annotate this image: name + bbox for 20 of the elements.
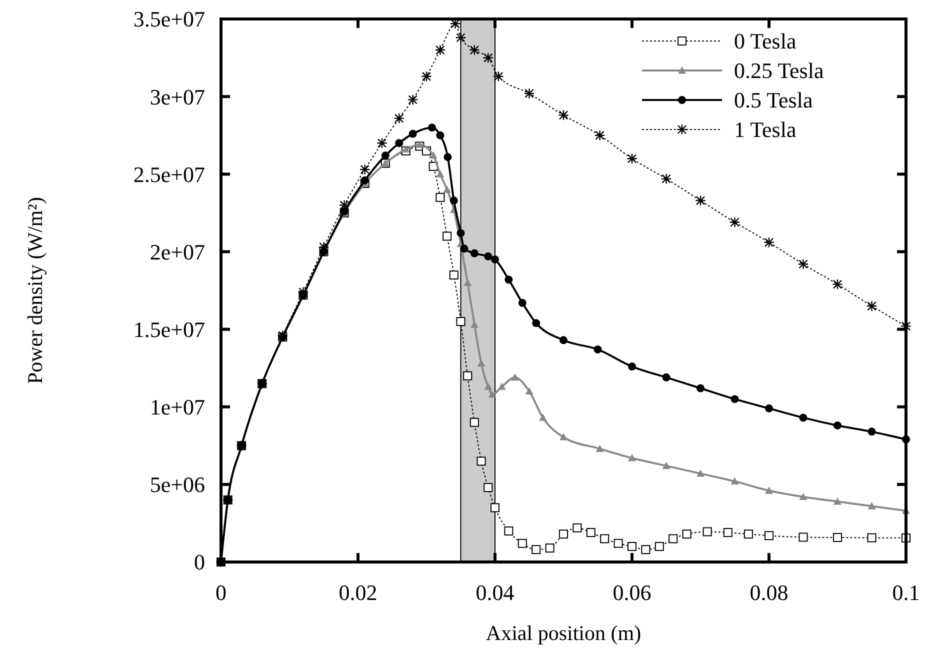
- y-tick-label: 0: [194, 550, 205, 575]
- y-tick-label: 1.5e+07: [133, 316, 205, 342]
- x-tick-label: 0.06: [612, 580, 652, 605]
- y-tick-label: 1e+07: [150, 394, 205, 420]
- legend-label: 1 Tesla: [734, 117, 796, 142]
- x-tick-label: 0.1: [892, 580, 920, 605]
- x-tick-label: 0.04: [476, 580, 514, 605]
- x-tick-label: 0.02: [338, 580, 378, 605]
- legend-label: 0 Tesla: [734, 28, 796, 54]
- y-tick-label: 2e+07: [150, 239, 205, 264]
- y-axis-title: Power density (W/m²): [23, 196, 47, 384]
- legend-label: 0.25 Tesla: [734, 58, 824, 84]
- y-tick-label: 3.5e+07: [133, 6, 205, 32]
- y-tick-label: 3e+07: [150, 84, 205, 110]
- y-tick-label: 2.5e+07: [133, 162, 205, 187]
- legend-label: 0.5 Tesla: [734, 88, 813, 113]
- x-tick-label: 0: [216, 580, 226, 605]
- x-tick-label: 0.08: [750, 580, 788, 605]
- y-tick-label: 5e+06: [150, 472, 205, 498]
- x-axis-title: Axial position (m): [486, 621, 642, 645]
